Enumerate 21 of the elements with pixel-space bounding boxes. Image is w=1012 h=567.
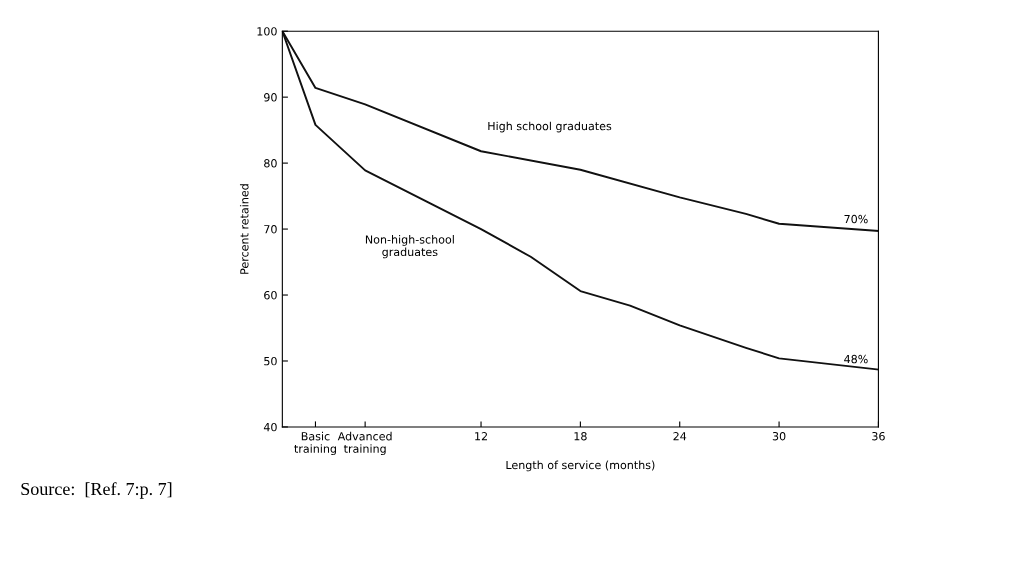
source-note: Source: [Ref. 7:p. 7] [21,482,172,499]
annotation: 70% [844,214,868,224]
x-tick-label: Basic training [294,431,336,456]
y-tick-label: 50 [264,356,277,366]
x-tick-label: 30 [772,432,786,441]
y-tick-label: 40 [263,422,277,432]
y-tick-label: 100 [257,27,277,36]
x-tick-label: 36 [872,432,885,441]
x-axis-title: Length of service (months) [506,460,655,472]
annotation: High school graduates [488,121,612,133]
y-tick-label: 80 [264,159,277,168]
y-tick-label: 90 [264,93,277,102]
annotation: Non-high-school graduates [365,235,454,259]
y-tick-label: 70 [264,225,277,234]
y-tick-label: 60 [264,291,277,300]
x-tick-label: 12 [475,432,487,441]
x-tick-label: Advanced training [337,431,392,456]
y-axis-title: Percent retained [239,184,249,274]
annotation: 48% [844,354,868,364]
x-tick-label: 18 [574,432,587,441]
x-tick-label: 24 [673,432,687,441]
